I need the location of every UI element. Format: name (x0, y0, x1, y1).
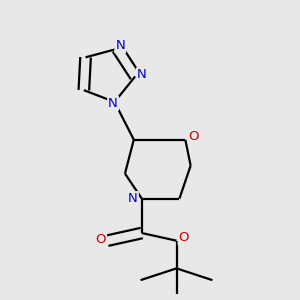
Text: N: N (128, 192, 138, 205)
Text: N: N (116, 39, 125, 52)
Text: O: O (178, 231, 189, 244)
Text: O: O (188, 130, 199, 143)
Text: O: O (96, 233, 106, 246)
Text: N: N (137, 68, 147, 81)
Text: N: N (108, 97, 118, 110)
